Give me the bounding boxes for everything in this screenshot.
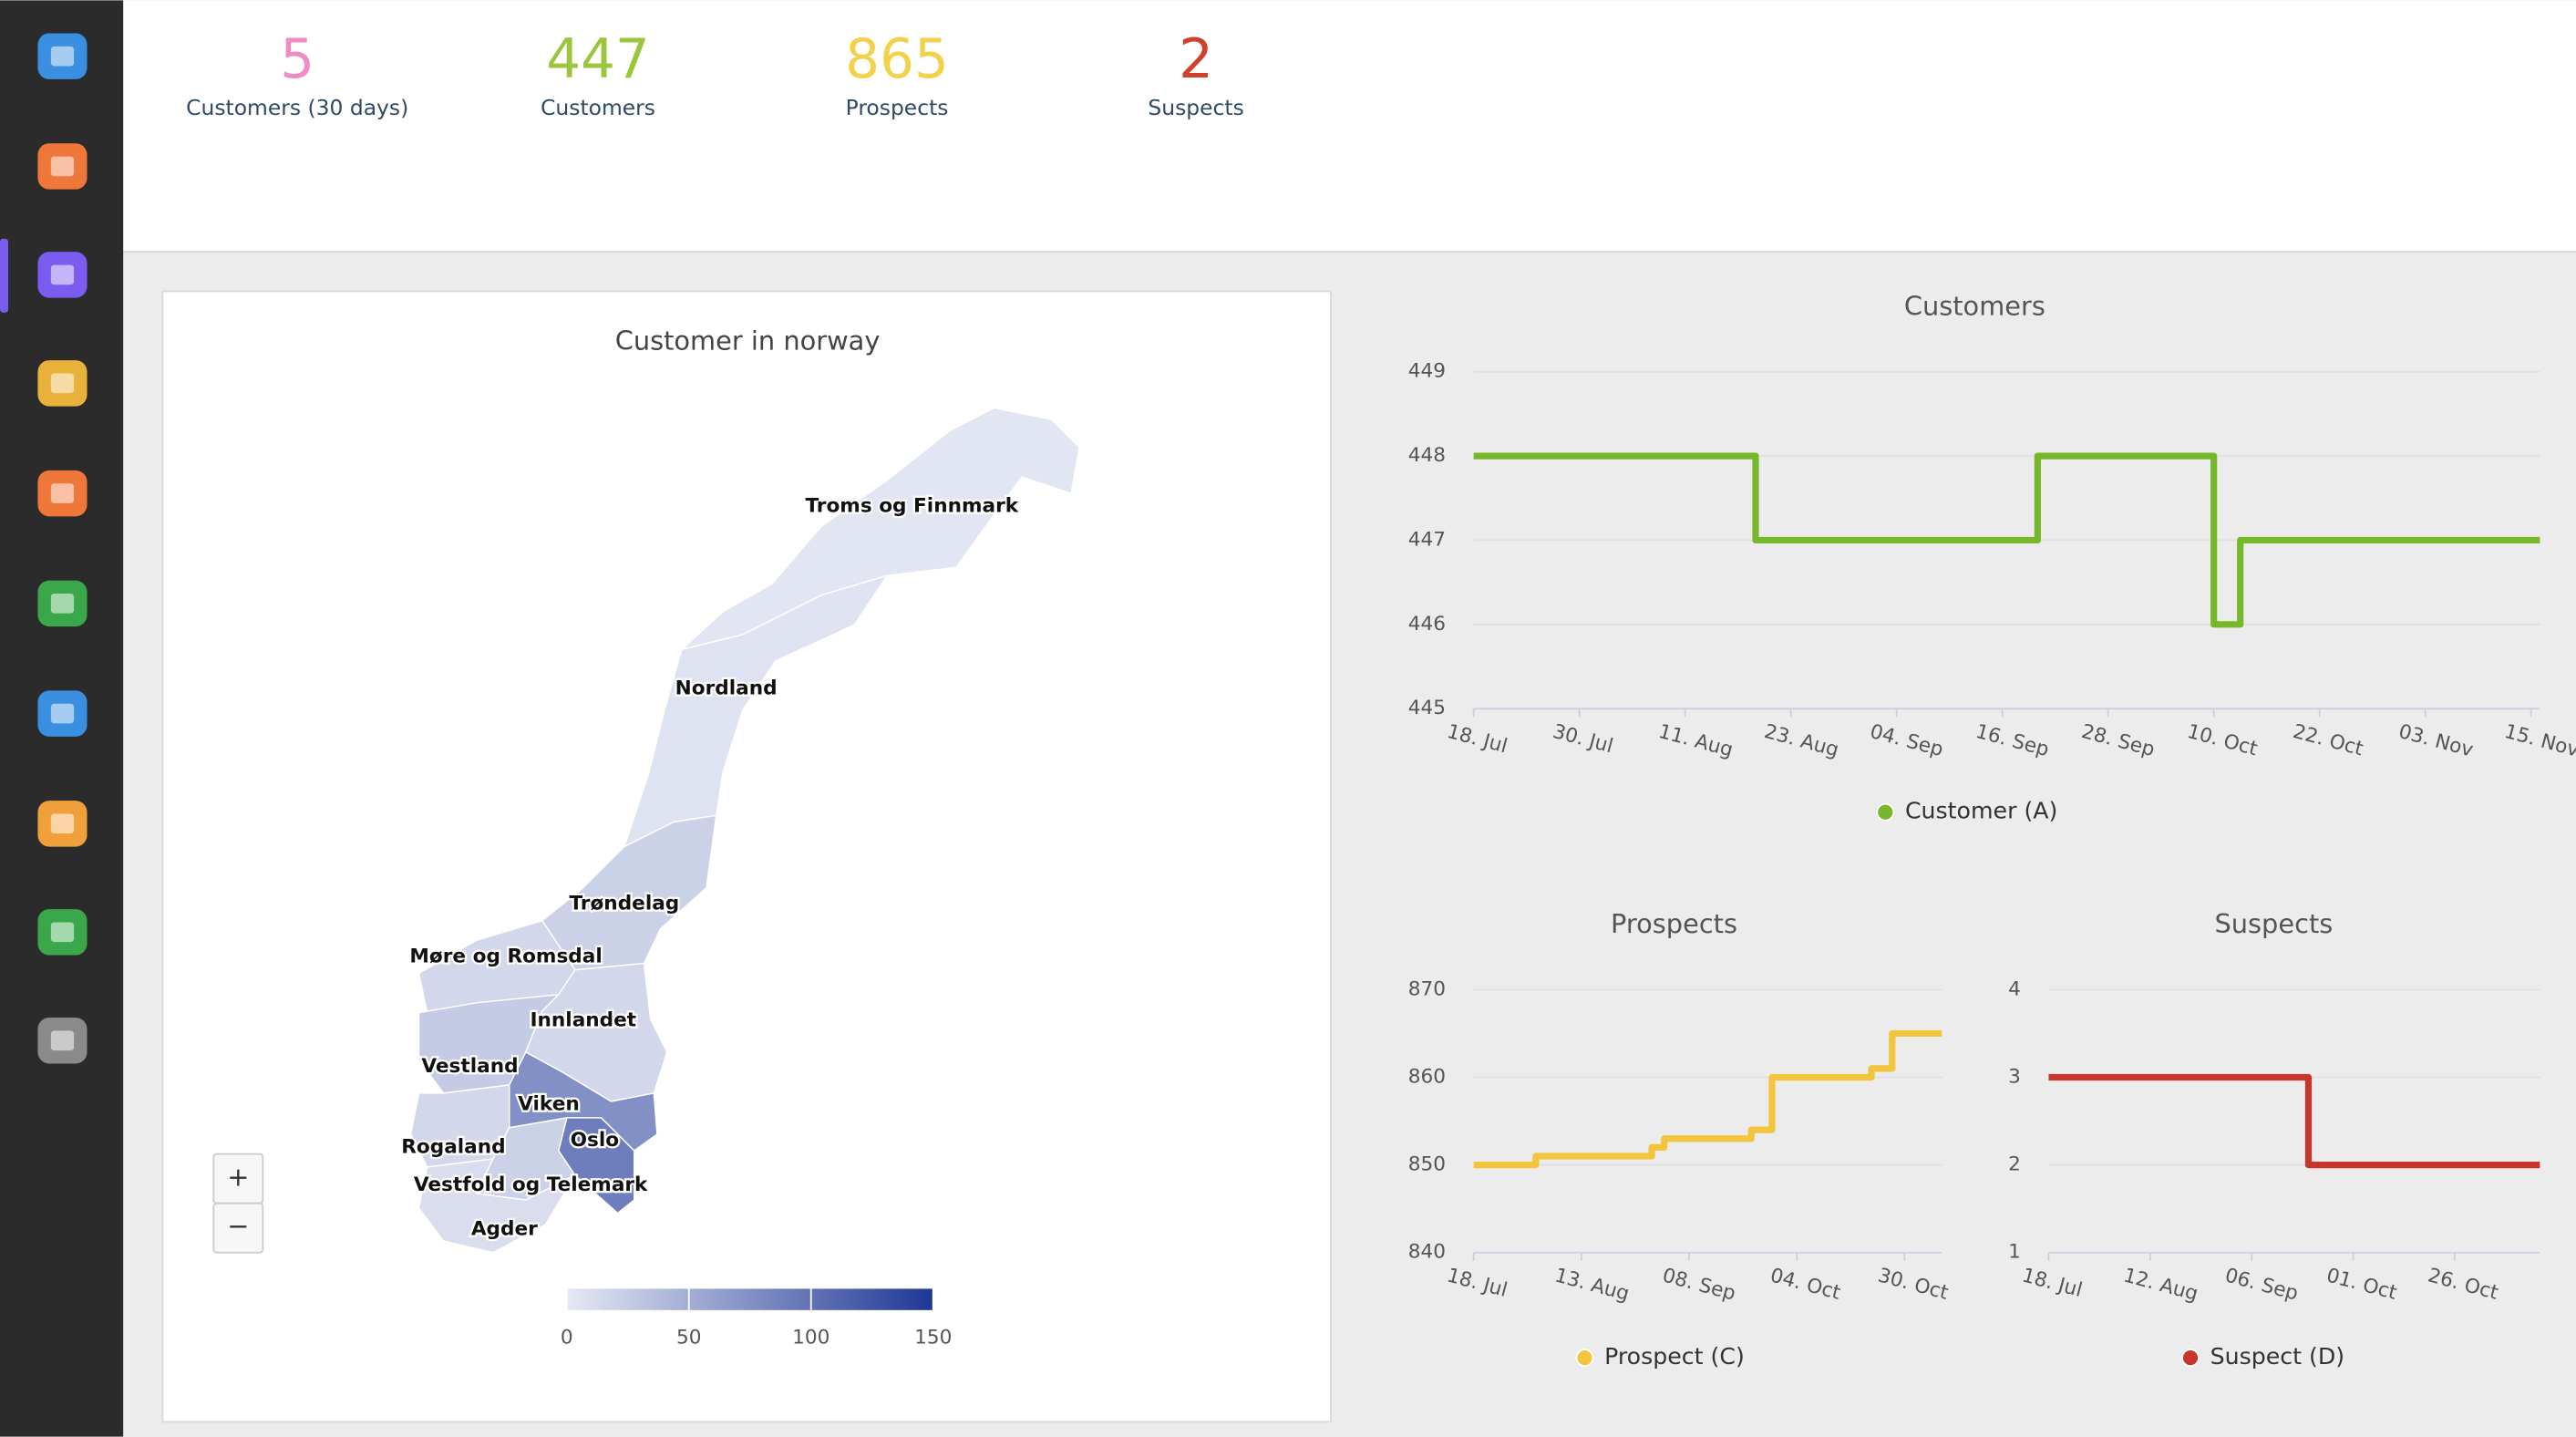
nav-icon[interactable] [37, 33, 88, 79]
chart-title: Prospects [1611, 908, 1737, 939]
legend-item[interactable]: Suspect (D) [2181, 1343, 2345, 1370]
kpi-value: 447 [546, 28, 650, 91]
nav-icon[interactable] [37, 909, 88, 956]
y-tick-label: 2 [2008, 1153, 2021, 1176]
kpi-bar [123, 0, 2576, 253]
colorbar-tick-label: 50 [676, 1326, 701, 1349]
zoom-in-button[interactable]: + [212, 1153, 264, 1204]
nav-icon[interactable] [37, 252, 88, 298]
nav-icon-detail[interactable] [50, 46, 75, 67]
nav-icon-detail[interactable] [50, 373, 75, 394]
kpi-label: Customers (30 days) [186, 95, 408, 120]
nav-icon[interactable] [37, 1018, 88, 1064]
y-tick-label: 840 [1408, 1241, 1446, 1264]
legend-item[interactable]: Prospect (C) [1575, 1343, 1745, 1370]
zoom-out-box[interactable] [212, 1202, 264, 1254]
series-line [1473, 1029, 1942, 1169]
nav-icon[interactable] [37, 580, 88, 627]
region-label: Møre og Romsdal [409, 945, 602, 967]
kpi-value: 865 [845, 28, 949, 91]
chart-title: Customers [1904, 290, 2045, 321]
y-tick-label: 445 [1408, 697, 1446, 719]
active-indicator [0, 238, 9, 313]
map-region[interactable] [417, 1158, 577, 1254]
region-label: Agder [471, 1218, 538, 1241]
legend-swatch[interactable] [1575, 1349, 1594, 1368]
kpi-value: 5 [280, 28, 314, 91]
region-label: Viken [518, 1093, 580, 1116]
region-label: Vestland [421, 1055, 518, 1078]
region-label: Nordland [675, 677, 778, 700]
series-line [1473, 452, 2540, 628]
region-label: Innlandet [530, 1009, 636, 1032]
zoom-out-button[interactable]: − [212, 1202, 264, 1254]
y-tick-label: 860 [1408, 1066, 1446, 1089]
legend-swatch[interactable] [2181, 1349, 2200, 1368]
y-tick-label: 850 [1408, 1153, 1446, 1176]
nav-icon[interactable] [37, 143, 88, 190]
nav-icon-detail[interactable] [50, 813, 75, 834]
map-panel [161, 290, 1332, 1423]
nav-icon-detail[interactable] [50, 483, 75, 503]
legend-label[interactable]: Prospect (C) [1604, 1343, 1745, 1370]
kpi-label: Prospects [846, 95, 949, 120]
colorbar-tick-label: 0 [561, 1326, 573, 1349]
nav-icon[interactable] [37, 360, 88, 407]
y-tick-label: 4 [2008, 977, 2021, 1000]
legend-label[interactable]: Customer (A) [1905, 798, 2057, 824]
nav-icon-detail[interactable] [50, 594, 75, 614]
nav-icon[interactable] [37, 801, 88, 847]
legend-label[interactable]: Suspect (D) [2210, 1343, 2345, 1370]
colorbar-tick-label: 150 [914, 1326, 952, 1349]
legend-item[interactable]: Customer (A) [1876, 798, 2057, 824]
chart-title: Suspects [2214, 908, 2333, 939]
y-tick-label: 447 [1408, 528, 1446, 551]
region-label: Oslo [571, 1129, 620, 1152]
region-label: Troms og Finnmark [805, 495, 1018, 518]
nav-icon[interactable] [37, 690, 88, 737]
series-line [2048, 1073, 2540, 1169]
map-region[interactable] [541, 814, 717, 971]
kpi-value: 2 [1179, 28, 1213, 91]
y-tick-label: 1 [2008, 1241, 2021, 1264]
region-label: Rogaland [401, 1135, 505, 1158]
region-label: Vestfold og Telemark [414, 1173, 648, 1196]
y-tick-label: 446 [1408, 613, 1446, 636]
map-region[interactable] [623, 574, 889, 849]
nav-icon[interactable] [37, 470, 88, 517]
region-label: Trøndelag [569, 893, 679, 915]
nav-icon-detail[interactable] [50, 264, 75, 285]
y-tick-label: 870 [1408, 977, 1446, 1000]
zoom-in-label[interactable]: + [227, 1162, 249, 1193]
zoom-out-label[interactable]: − [227, 1211, 249, 1242]
kpi-label: Suspects [1148, 95, 1243, 120]
map-title: Customer in norway [615, 325, 881, 356]
kpi-label: Customers [541, 95, 655, 120]
y-tick-label: 3 [2008, 1066, 2021, 1089]
nav-icon-detail[interactable] [50, 703, 75, 724]
nav-icon-detail[interactable] [50, 156, 75, 177]
legend-swatch[interactable] [1876, 802, 1895, 822]
y-tick-label: 448 [1408, 444, 1446, 467]
colorbar-tick-label: 100 [792, 1326, 829, 1349]
y-tick-label: 449 [1408, 360, 1446, 383]
nav-icon-detail[interactable] [50, 922, 75, 943]
colorbar [566, 1288, 933, 1310]
nav-icon-detail[interactable] [50, 1030, 75, 1051]
